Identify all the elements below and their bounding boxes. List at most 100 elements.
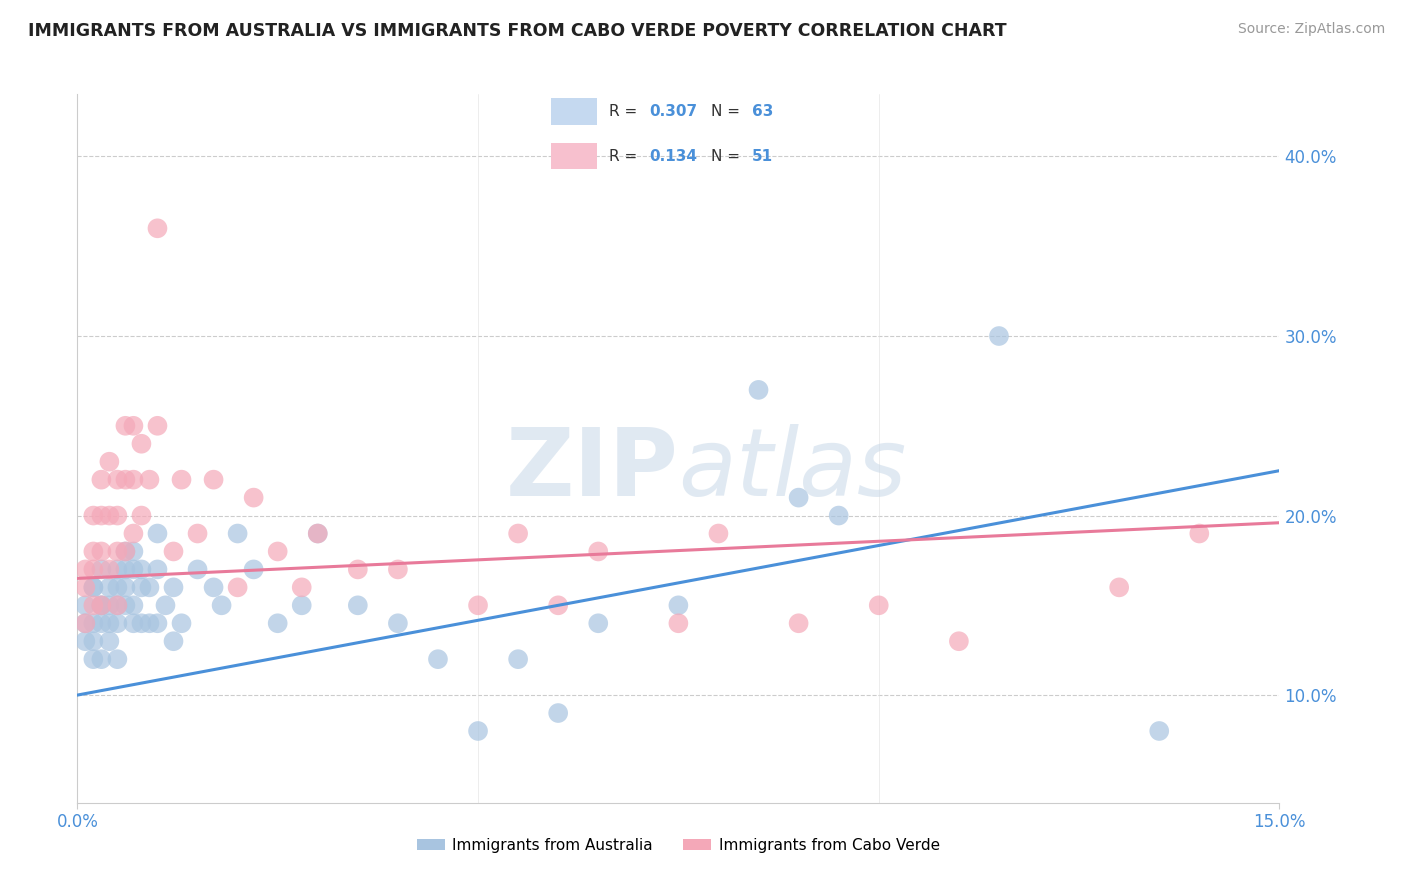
Point xyxy=(508,652,530,666)
Point xyxy=(211,599,233,613)
Point xyxy=(98,599,121,613)
Point xyxy=(107,473,129,487)
Point xyxy=(146,526,169,541)
Point xyxy=(138,616,160,631)
Text: N =: N = xyxy=(711,149,745,163)
Point xyxy=(146,418,169,433)
FancyBboxPatch shape xyxy=(551,98,598,125)
Point xyxy=(107,544,129,558)
Point xyxy=(90,652,112,666)
Point xyxy=(267,544,290,558)
Point xyxy=(107,508,129,523)
Point xyxy=(146,616,169,631)
Point xyxy=(988,329,1011,343)
Point xyxy=(90,562,112,576)
Point xyxy=(107,652,129,666)
Point xyxy=(307,526,329,541)
Point xyxy=(114,473,136,487)
Point xyxy=(226,526,249,541)
Point xyxy=(588,544,610,558)
Text: R =: R = xyxy=(609,149,647,163)
Point xyxy=(131,562,153,576)
Point xyxy=(90,616,112,631)
Point xyxy=(668,616,690,631)
Point xyxy=(98,562,121,576)
Point xyxy=(90,599,112,613)
Point xyxy=(1188,526,1211,541)
Point xyxy=(291,580,314,594)
Point xyxy=(787,491,810,505)
Point xyxy=(387,616,409,631)
Point xyxy=(82,599,104,613)
Text: ZIP: ZIP xyxy=(506,424,679,516)
Point xyxy=(82,580,104,594)
Point xyxy=(122,599,145,613)
Point xyxy=(82,634,104,648)
Point xyxy=(547,599,569,613)
Point xyxy=(131,580,153,594)
Point xyxy=(162,544,184,558)
Point xyxy=(267,616,290,631)
Point xyxy=(75,562,97,576)
Point xyxy=(90,599,112,613)
Text: 0.307: 0.307 xyxy=(650,104,697,119)
Point xyxy=(155,599,177,613)
Point xyxy=(787,616,810,631)
Point xyxy=(547,706,569,720)
Point xyxy=(90,599,112,613)
Point xyxy=(427,652,450,666)
Point xyxy=(114,418,136,433)
Point xyxy=(828,508,851,523)
Text: R =: R = xyxy=(609,104,643,119)
Point xyxy=(202,473,225,487)
Point xyxy=(186,526,209,541)
Point xyxy=(122,616,145,631)
Point xyxy=(242,491,264,505)
Point xyxy=(107,599,129,613)
Point xyxy=(162,634,184,648)
Point xyxy=(98,634,121,648)
Point xyxy=(202,580,225,594)
Point xyxy=(90,544,112,558)
Point xyxy=(170,473,193,487)
Point xyxy=(107,562,129,576)
Point xyxy=(98,508,121,523)
Point xyxy=(122,526,145,541)
Point xyxy=(131,508,153,523)
Point xyxy=(307,526,329,541)
Point xyxy=(242,562,264,576)
Point xyxy=(226,580,249,594)
Point xyxy=(668,599,690,613)
Point xyxy=(138,473,160,487)
Point xyxy=(387,562,409,576)
Point xyxy=(98,580,121,594)
Point xyxy=(467,723,489,738)
Point xyxy=(347,599,370,613)
Point xyxy=(75,616,97,631)
Point xyxy=(146,562,169,576)
Point xyxy=(131,436,153,450)
Point xyxy=(748,383,770,397)
Point xyxy=(114,599,136,613)
Point xyxy=(122,418,145,433)
Point xyxy=(170,616,193,631)
Point xyxy=(291,599,314,613)
Point xyxy=(82,580,104,594)
Text: atlas: atlas xyxy=(679,424,907,515)
Point xyxy=(1149,723,1171,738)
Point xyxy=(347,562,370,576)
Point xyxy=(75,599,97,613)
Text: 51: 51 xyxy=(752,149,773,163)
Point xyxy=(131,616,153,631)
Point xyxy=(82,562,104,576)
Point xyxy=(107,599,129,613)
Point xyxy=(508,526,530,541)
Point xyxy=(90,473,112,487)
Point xyxy=(162,580,184,594)
Point xyxy=(114,580,136,594)
Point xyxy=(114,544,136,558)
Text: Source: ZipAtlas.com: Source: ZipAtlas.com xyxy=(1237,22,1385,37)
Point xyxy=(948,634,970,648)
Point xyxy=(82,652,104,666)
Point xyxy=(107,616,129,631)
